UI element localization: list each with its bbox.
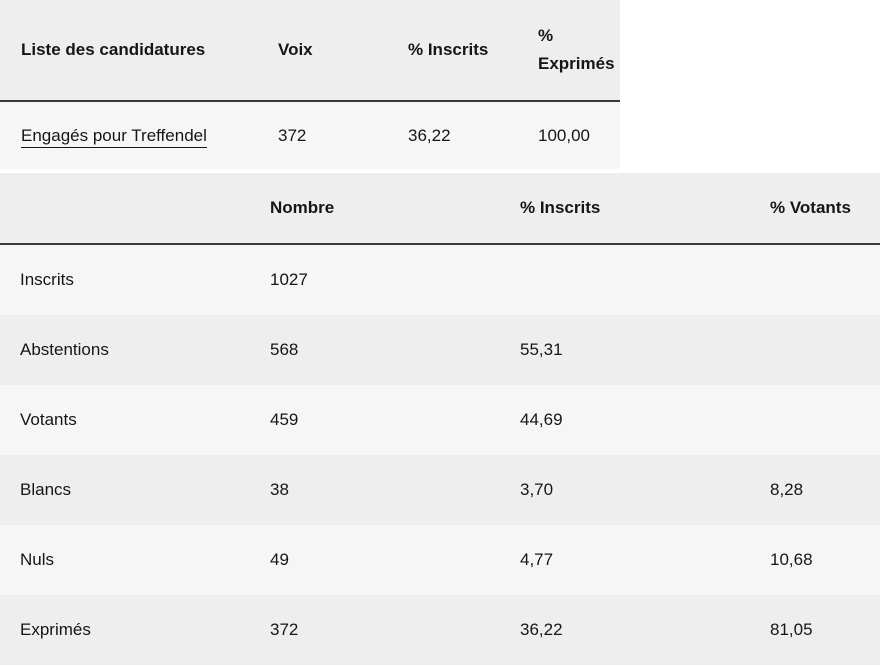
pct-votants-value (770, 244, 880, 315)
pct-inscrits-value: 36,22 (520, 595, 770, 665)
pct-exprimes-value: 100,00 (538, 101, 620, 169)
pct-votants-value: 81,05 (770, 595, 880, 665)
voix-value: 372 (278, 101, 408, 169)
candidate-link[interactable]: Engagés pour Treffendel (21, 125, 207, 148)
table-row: Engagés pour Treffendel 372 36,22 100,00 (0, 101, 620, 169)
pct-inscrits-value: 55,31 (520, 315, 770, 385)
table-row: Exprimés 372 36,22 81,05 (0, 595, 880, 665)
header-voix: Voix (278, 0, 408, 102)
pct-votants-value (770, 385, 880, 455)
table-row: Blancs 38 3,70 8,28 (0, 455, 880, 525)
header-nombre: Nombre (270, 173, 520, 245)
pct-inscrits-value: 44,69 (520, 385, 770, 455)
pct-votants-value: 8,28 (770, 455, 880, 525)
header-liste: Liste des candidatures (0, 0, 278, 102)
table-row: Abstentions 568 55,31 (0, 315, 880, 385)
nombre-value: 568 (270, 315, 520, 385)
participation-table: Nombre % Inscrits % Votants Inscrits 102… (0, 173, 880, 665)
table-row: Votants 459 44,69 (0, 385, 880, 455)
pct-inscrits-value (520, 244, 770, 315)
participation-header-row: Nombre % Inscrits % Votants (0, 173, 880, 245)
pct-votants-value: 10,68 (770, 525, 880, 595)
nombre-value: 372 (270, 595, 520, 665)
row-label: Inscrits (0, 244, 270, 315)
row-label: Abstentions (0, 315, 270, 385)
header-pct-exprimes: % Exprimés (538, 0, 620, 102)
table-row: Nuls 49 4,77 10,68 (0, 525, 880, 595)
pct-inscrits-value: 4,77 (520, 525, 770, 595)
header-pct-exprimes-symbol: % (538, 26, 554, 45)
row-label: Blancs (0, 455, 270, 525)
header-label (0, 173, 270, 245)
row-label: Nuls (0, 525, 270, 595)
header-pct-exprimes-label: Exprimés (538, 54, 615, 73)
candidatures-header-row: Liste des candidatures Voix % Inscrits %… (0, 0, 620, 102)
table-row: Inscrits 1027 (0, 244, 880, 315)
nombre-value: 459 (270, 385, 520, 455)
pct-inscrits-value: 3,70 (520, 455, 770, 525)
row-label: Votants (0, 385, 270, 455)
nombre-value: 49 (270, 525, 520, 595)
header-pct-inscrits: % Inscrits (408, 0, 538, 102)
header-pct-votants: % Votants (770, 173, 880, 245)
nombre-value: 38 (270, 455, 520, 525)
nombre-value: 1027 (270, 244, 520, 315)
pct-inscrits-value: 36,22 (408, 101, 538, 169)
header-pct-inscrits: % Inscrits (520, 173, 770, 245)
candidate-cell: Engagés pour Treffendel (0, 101, 278, 169)
candidatures-table: Liste des candidatures Voix % Inscrits %… (0, 0, 620, 169)
pct-votants-value (770, 315, 880, 385)
row-label: Exprimés (0, 595, 270, 665)
